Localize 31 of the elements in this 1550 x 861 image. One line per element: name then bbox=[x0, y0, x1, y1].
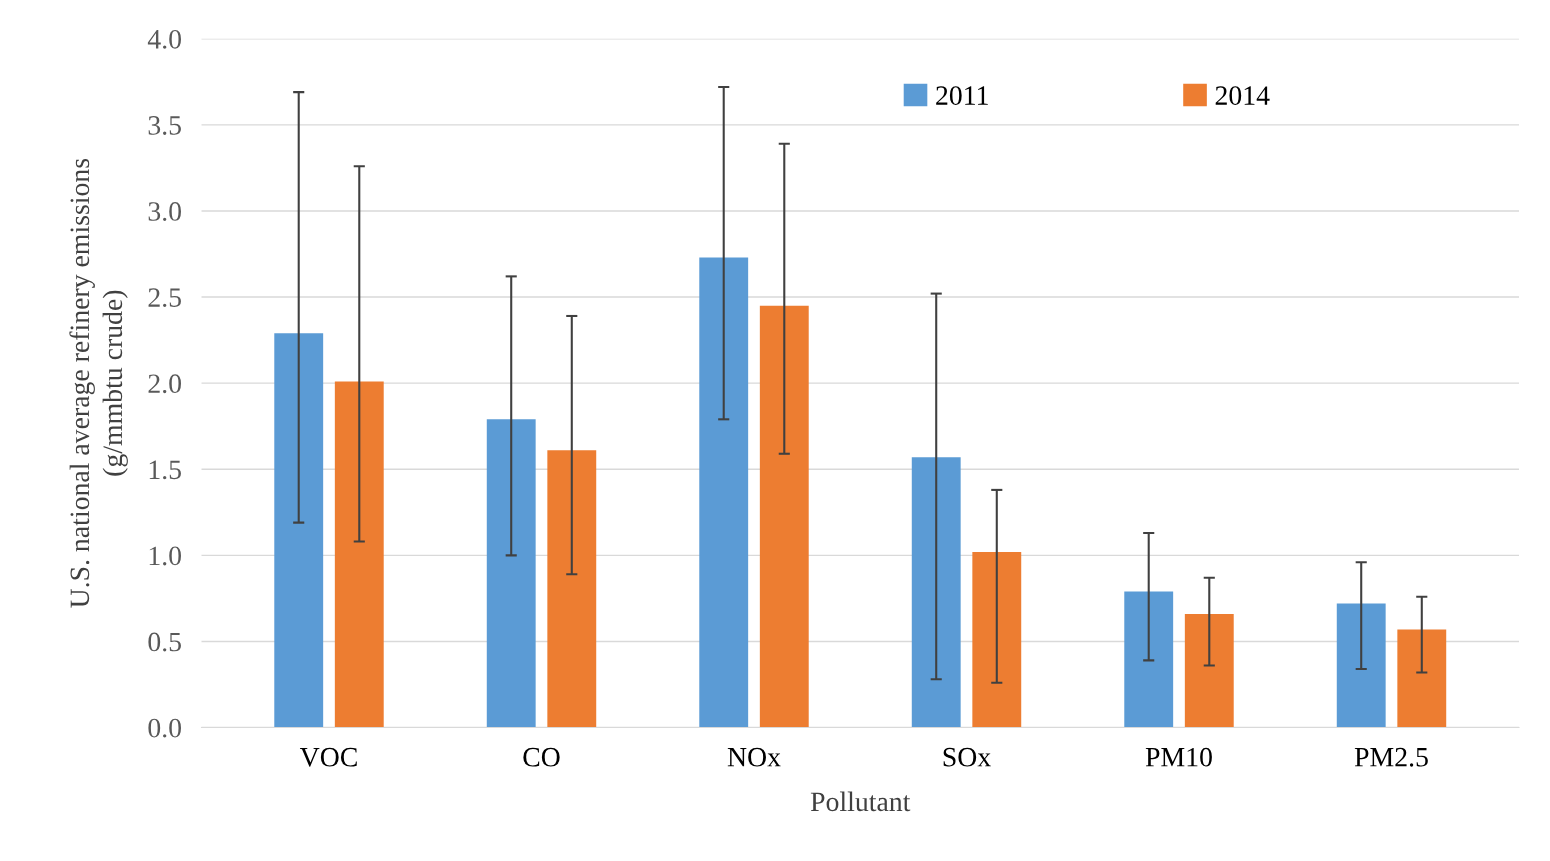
bar bbox=[1184, 613, 1234, 728]
y-tick-label: 2.0 bbox=[148, 374, 181, 394]
y-tick-label: 0.5 bbox=[148, 632, 181, 652]
x-tick-label: SOx bbox=[943, 747, 991, 767]
bar bbox=[1124, 591, 1174, 728]
bar bbox=[1397, 629, 1447, 728]
x-tick-label: CO bbox=[523, 747, 560, 767]
x-tick-label: NOx bbox=[727, 747, 781, 767]
x-tick-label: PM2.5 bbox=[1354, 747, 1428, 767]
y-tick-label: 3.5 bbox=[148, 116, 181, 135]
x-axis-title: Pollutant bbox=[810, 791, 911, 812]
bar bbox=[547, 450, 597, 728]
y-tick-label: 2.5 bbox=[148, 288, 181, 308]
x-tick-label: VOC bbox=[299, 747, 357, 767]
bar bbox=[334, 381, 384, 728]
y-tick-label: 0.0 bbox=[148, 718, 181, 738]
legend-label: 2014 bbox=[1215, 86, 1270, 105]
bar bbox=[699, 257, 749, 728]
y-tick-label: 3.0 bbox=[148, 202, 181, 221]
legend-label: 2011 bbox=[936, 86, 988, 105]
bar bbox=[972, 551, 1022, 728]
bar bbox=[274, 333, 324, 728]
bar bbox=[1336, 603, 1386, 728]
x-tick-label: PM10 bbox=[1145, 747, 1212, 767]
y-tick-label: 1.0 bbox=[149, 546, 181, 566]
y-tick-label: 1.5 bbox=[149, 460, 181, 480]
y-axis-title: U.S. national average refinery emissions (g/mmbtu crude) bbox=[69, 158, 128, 608]
bar bbox=[911, 457, 961, 728]
y-tick-label: 4.0 bbox=[147, 29, 181, 49]
bar bbox=[759, 305, 809, 728]
bar bbox=[486, 419, 536, 728]
